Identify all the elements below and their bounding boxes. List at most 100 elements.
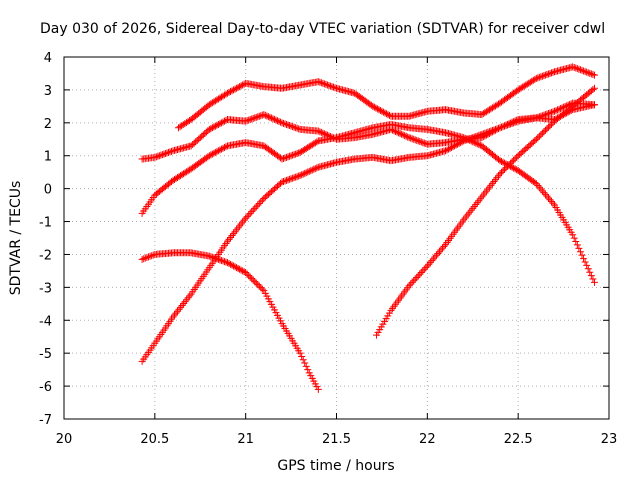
data-point (534, 181, 542, 189)
data-point (416, 270, 424, 278)
data-point (541, 71, 549, 79)
data-point (472, 133, 480, 141)
data-point (216, 120, 224, 128)
data-point (323, 81, 331, 89)
data-point (426, 258, 434, 266)
data-point (305, 167, 313, 175)
data-point (544, 70, 552, 78)
data-point (252, 203, 260, 211)
data-point (547, 69, 555, 77)
data-point (266, 113, 274, 121)
data-point (245, 272, 253, 280)
data-point (308, 166, 316, 174)
data-point (243, 213, 251, 221)
data-point (467, 206, 475, 214)
data-point (473, 140, 481, 148)
data-point (171, 311, 179, 319)
data-point (576, 248, 584, 256)
data-point (501, 159, 509, 167)
data-point (236, 83, 244, 91)
data-point (420, 139, 428, 147)
data-point (510, 156, 518, 164)
data-point (590, 101, 598, 109)
data-point (243, 270, 251, 278)
data-point (269, 115, 277, 123)
data-point (254, 281, 262, 289)
x-tick-label: 22 (419, 432, 436, 447)
data-point (576, 66, 584, 74)
data-point (225, 260, 233, 268)
data-point (239, 267, 247, 275)
data-point (572, 238, 580, 246)
x-tick-label: 21 (237, 432, 254, 447)
data-point (538, 187, 546, 195)
data-point (498, 157, 506, 165)
data-point (293, 173, 301, 181)
data-point (331, 84, 339, 92)
data-point (287, 152, 295, 160)
data-point (296, 171, 304, 179)
data-point (248, 208, 256, 216)
data-point (234, 264, 242, 272)
data-point (583, 68, 591, 76)
data-point (511, 165, 519, 173)
data-point (211, 122, 219, 130)
data-point (272, 116, 280, 124)
data-point (180, 300, 188, 308)
data-point (237, 220, 245, 228)
data-point (587, 272, 595, 280)
data-point (281, 177, 289, 185)
data-point (561, 103, 569, 111)
data-point (275, 117, 283, 125)
data-point (546, 122, 554, 130)
data-point (242, 269, 250, 277)
data-point (549, 108, 557, 116)
data-point (557, 105, 565, 113)
data-point (205, 125, 213, 133)
y-tick-label: 3 (44, 84, 52, 99)
data-point (237, 82, 245, 90)
data-point (163, 149, 171, 157)
data-point (496, 170, 504, 178)
data-point (472, 139, 480, 147)
data-point (485, 128, 493, 136)
data-point (231, 85, 239, 93)
data-point (478, 193, 486, 201)
data-point (569, 231, 577, 239)
data-point (258, 196, 266, 204)
data-point (234, 83, 242, 91)
data-point (405, 134, 413, 142)
data-point (429, 255, 437, 263)
data-point (207, 151, 215, 159)
data-point (475, 140, 483, 148)
data-point (160, 150, 168, 158)
data-point (540, 128, 548, 136)
y-tick-label: -3 (39, 281, 52, 296)
data-point (573, 65, 581, 73)
data-point (586, 69, 594, 77)
data-point (384, 111, 392, 119)
data-point (589, 275, 597, 283)
data-point (255, 282, 263, 290)
data-point (451, 142, 459, 150)
data-point (151, 153, 159, 161)
data-point (251, 278, 259, 286)
y-tick-label: 2 (44, 117, 52, 132)
data-point (220, 117, 228, 125)
data-point (414, 272, 422, 280)
data-point (428, 257, 436, 265)
data-point (504, 120, 512, 128)
data-point (481, 189, 489, 197)
data-point (540, 111, 548, 119)
data-point (295, 172, 303, 180)
data-point (510, 118, 518, 126)
x-axis-label: GPS time / hours (277, 458, 394, 474)
data-point (242, 117, 250, 125)
x-tick-label: 21.5 (322, 432, 351, 447)
data-point (479, 130, 487, 138)
data-point (469, 134, 477, 142)
x-tick-label: 23 (601, 432, 618, 447)
data-point (532, 180, 540, 188)
data-point (504, 162, 512, 170)
data-point (208, 150, 216, 158)
